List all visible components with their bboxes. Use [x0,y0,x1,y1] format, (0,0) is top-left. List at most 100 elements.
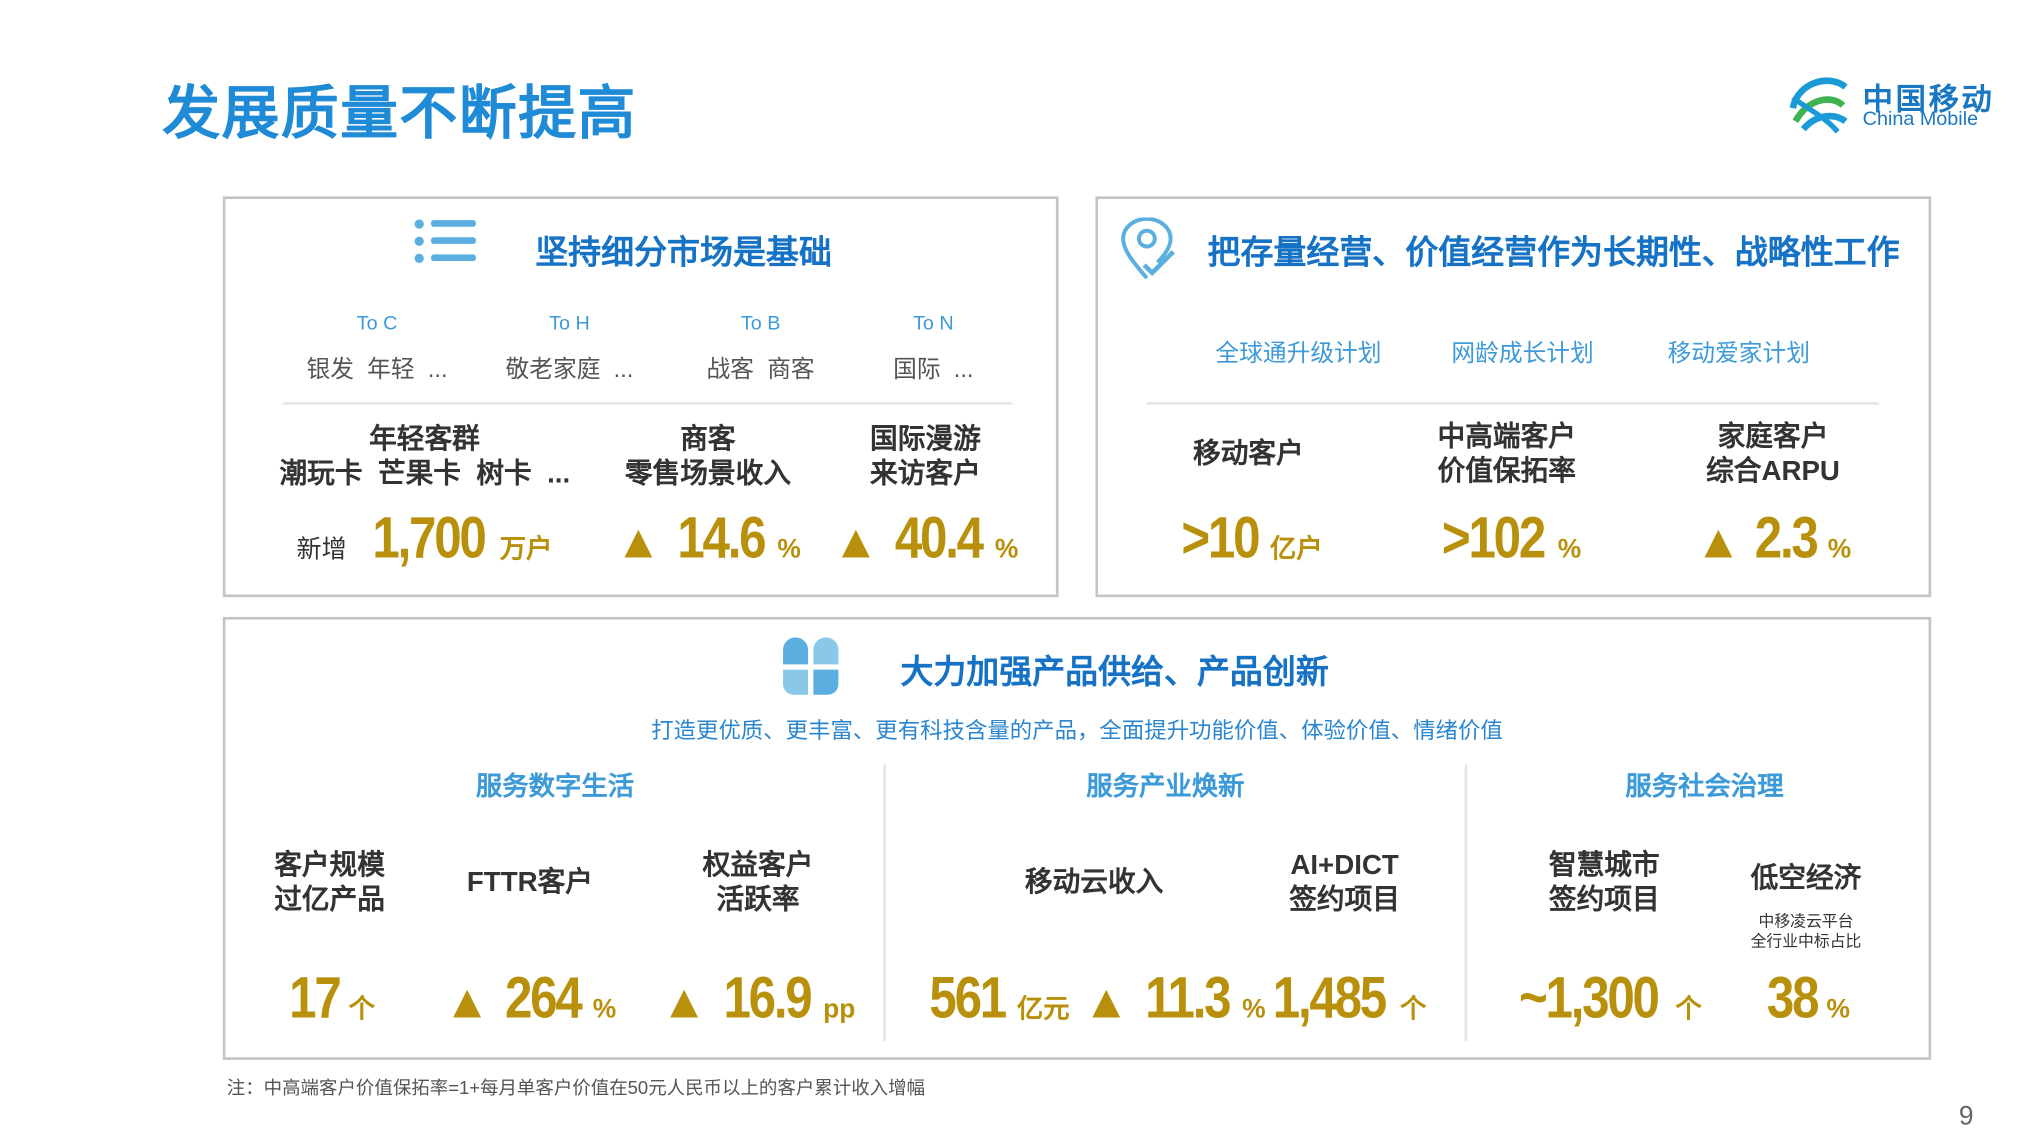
metric-unit: % [1557,535,1582,565]
metric-value: ~1,300 个 [1393,966,1815,1040]
program: 全球通升级计划 [1215,340,1382,367]
logo-cn: 中国移动 [1862,81,1995,117]
metric-number: 561 [929,966,1007,1031]
metric-unit: % [777,535,801,565]
metric-label-line: 国际漫游 [870,424,981,455]
metric-label: 中高端客户 价值保拓率 [1362,421,1652,490]
metric-label-line: 潮玩卡 芒果卡 树卡 ... [279,458,571,490]
trend-arrow: ▲ [832,514,880,569]
divider [1464,764,1468,1042]
metric-note-line: 中移凌云平台 [1758,912,1854,931]
metric-label-line: 综合ARPU [1706,456,1840,487]
metric-number: >10 [1180,506,1260,571]
program: 网龄成长计划 [1451,340,1594,367]
metric-number: 2.3 [1755,506,1819,571]
metric-label-line: 价值保拓率 [1437,456,1576,487]
metric-unit: 个 [1400,995,1427,1025]
group-title: 服务数字生活 [475,772,635,802]
footnote: 注：中高端客户价值保拓率=1+每月单客户价值在50元人民币以上的客户累计收入增幅 [226,1077,926,1099]
metric-label: 年轻客群 潮玩卡 芒果卡 树卡 ... [279,423,571,492]
metric-label-line: 活跃率 [716,884,800,915]
metric-note-line: 全行业中标占比 [1750,931,1862,951]
metric-value: 17 个 [119,966,541,1040]
metric-label-line: 权益客户 [702,850,814,881]
panel-product [222,616,1932,1060]
metric-label-line: 中高端客户 [1437,421,1576,453]
metric-label-line: 来访客户 [870,458,981,490]
segment-items: 战客 商客 [706,355,815,383]
metric-value: 新增 1,700 万户 [214,506,636,580]
metric-unit: 万户 [499,535,553,565]
metric-value: 38% [1595,966,2017,1040]
metric-label: 移动云收入 [949,866,1239,900]
trend-arrow: ▲ [1082,974,1130,1029]
trend-arrow: ▲ [614,514,662,569]
divider [883,764,886,1042]
metric-label: 权益客户 活跃率 [613,849,903,918]
panel-value [1095,196,1932,598]
metric-unit: % [592,995,617,1025]
segment-label: To B [740,312,781,335]
program: 移动爱家计划 [1667,340,1810,367]
metric-prefix: 新增 [296,536,347,565]
metric-label-line: 移动云收入 [1024,867,1164,898]
metric-value: ▲ 2.3% [1562,506,1984,580]
segment-items: 银发 年轻 ... [306,355,448,383]
metric-number: 17 [288,966,342,1031]
metric-label: 家庭客户 综合ARPU [1628,421,1918,490]
metric-label: 客户规模 过亿产品 [185,849,475,918]
group-title: 服务产业焕新 [1086,772,1245,802]
metric-unit: % [1826,995,1850,1025]
metric-value: >10 亿户 [1037,506,1459,580]
panel-market [222,196,1059,598]
slide-title: 发展质量不断提高 [162,81,637,147]
metric-label: 商客 零售场景收入 [563,423,853,492]
metric-unit: % [1827,535,1852,565]
divider [283,402,1013,405]
metric-value: ▲ 40.4% [714,506,1136,580]
segment-label: To N [912,312,954,335]
petal-icon [783,637,839,695]
metric-value: ▲ 16.9 pp [547,966,969,1040]
page-number: 9 [1958,1102,1974,1132]
metric-label-line: 低空经济 [1750,863,1862,894]
panel-title: 把存量经营、价值经营作为长期性、战略性工作 [1207,234,1900,272]
trend-arrow: ▲ [443,974,491,1029]
metric-unit: % [994,535,1019,565]
panel-title: 坚持细分市场是基础 [535,234,832,272]
metric-label: 低空经济 [1661,862,1951,896]
logo-en: China Mobile [1862,108,1979,131]
metric-label-line: 智慧城市 [1548,850,1660,881]
metric-label-line: 客户规模 [274,850,385,881]
metric-value: ▲ 264% [319,966,741,1040]
list-icon [414,219,476,263]
metric-number: 1,700 [372,506,486,571]
metric-number: ~1,300 [1519,966,1660,1031]
metric-label-line: 签约项目 [1548,884,1660,915]
group-title: 服务社会治理 [1625,772,1784,802]
metric-label: FTTR客户 [385,866,675,900]
segment-label: To H [549,312,590,335]
metric-value: >102% [1296,506,1718,580]
metric-value: 1,485 个 [1134,966,1556,1040]
metric-label-line: 家庭客户 [1717,421,1829,453]
metric-unit: 个 [1675,995,1702,1025]
logo-mark [1789,77,1848,134]
metric-note: 中移凌云平台 全行业中标占比 [1701,912,1912,952]
metric-number: 11.3 [1145,966,1232,1031]
metric-label: 智慧城市 签约项目 [1459,849,1749,918]
panel-title: 大力加强产品供给、产品创新 [900,653,1329,691]
metric-number: >102 [1441,506,1545,571]
metric-unit: 个 [348,995,375,1025]
metric-label: 移动客户 [1103,438,1393,472]
metric-unit: pp [823,995,856,1025]
metric-label-line: 签约项目 [1289,884,1400,915]
metric-label-line: 过亿产品 [274,884,385,915]
metric-unit: 亿元 [1016,995,1070,1025]
metric-number: 1,485 [1272,966,1387,1031]
segment-label: To C [356,312,398,335]
metric-unit: % [1242,995,1266,1025]
metric-number: 38 [1766,966,1819,1031]
